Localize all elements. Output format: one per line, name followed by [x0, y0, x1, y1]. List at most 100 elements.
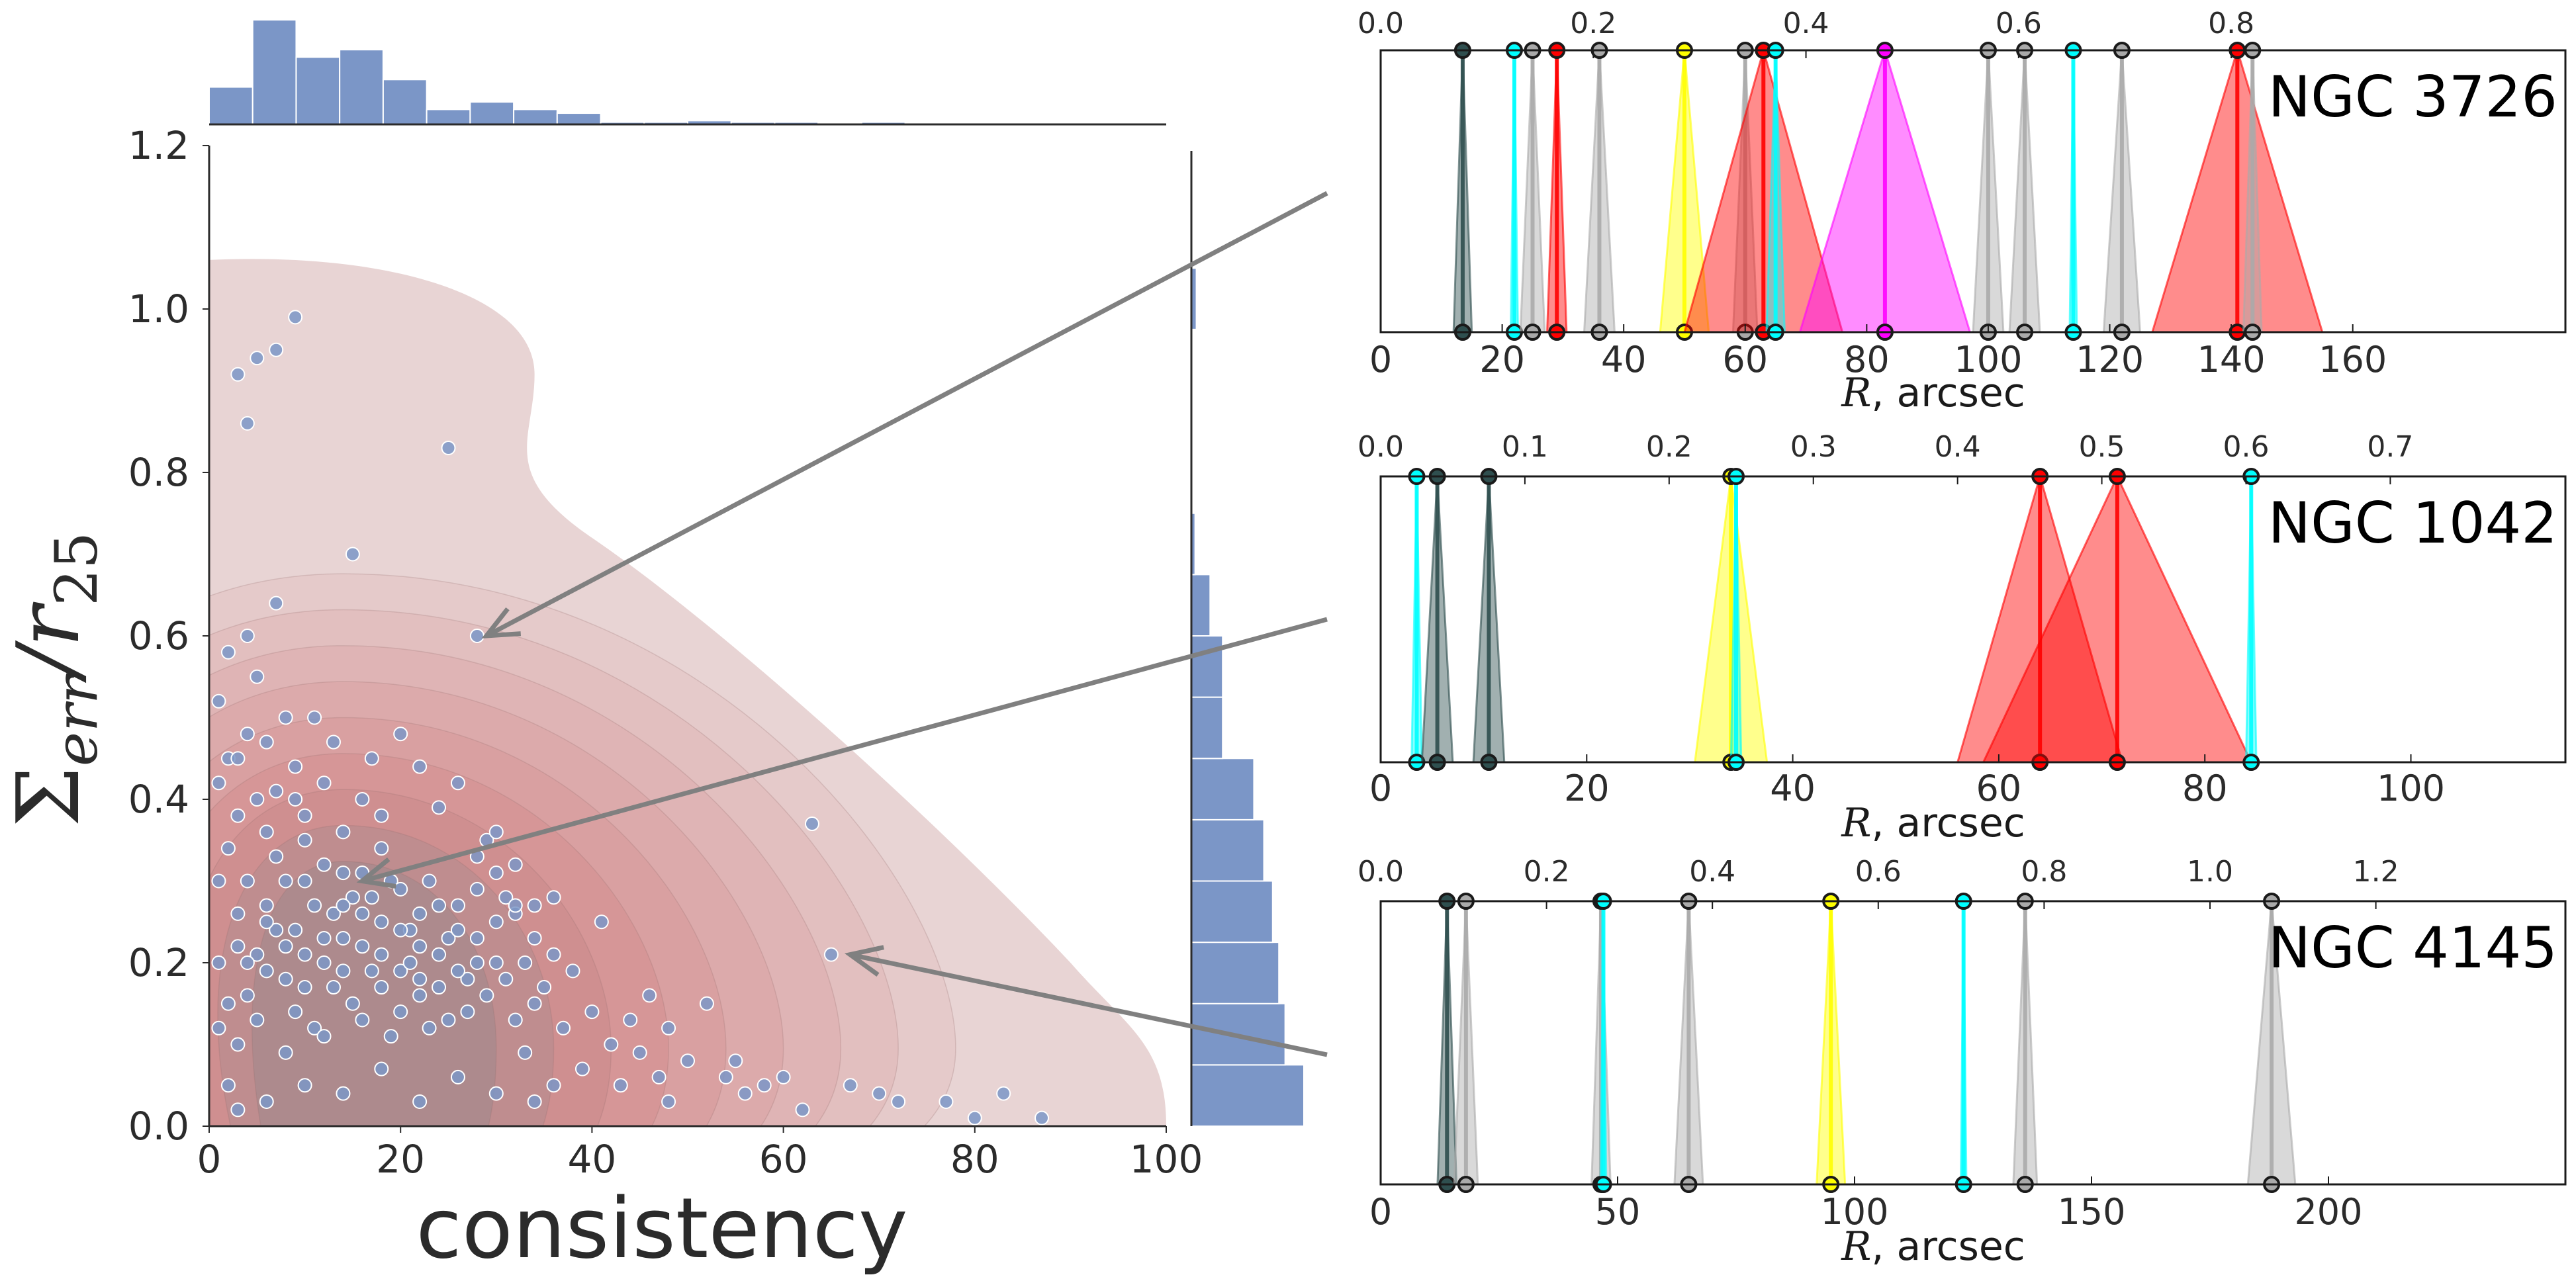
scatter-point	[259, 963, 274, 979]
scatter-point	[383, 1029, 398, 1044]
scatter-point	[250, 792, 265, 807]
scatter-point	[230, 939, 246, 954]
profile-feature	[1452, 42, 1473, 341]
scatter-point	[211, 775, 226, 791]
scatter-point	[661, 1020, 676, 1036]
panel-x-tick-label: 20	[1564, 768, 1610, 809]
scatter-point	[613, 1078, 628, 1093]
panel-frame	[1379, 475, 2567, 764]
scatter-point	[432, 947, 447, 962]
scatter-point	[795, 1102, 810, 1118]
scatter-point	[412, 906, 428, 921]
scatter-point	[230, 1102, 246, 1118]
profile-feature	[1972, 42, 2005, 341]
scatter-point	[488, 914, 504, 930]
panel-ngc3726: 0 20 40 60 80 100 120 140 160 0.0 0.2 0.4 0.6 0.8 NGC …	[1357, 7, 2567, 416]
right-histogram	[1190, 151, 1305, 1127]
profile-feature	[2012, 893, 2039, 1193]
joint-x-tick-label: 40	[567, 1137, 616, 1182]
scatter-point	[1035, 1110, 1050, 1126]
scatter-point	[326, 734, 341, 750]
panel-x-label-var: R	[1841, 800, 1871, 846]
panel-top-tick-label: 1.0	[2187, 855, 2233, 889]
scatter-point	[469, 955, 484, 970]
top-hist-bar	[556, 112, 602, 125]
scatter-point	[269, 783, 284, 799]
panel-x-tick-label: 60	[1976, 768, 2022, 809]
scatter-point	[737, 1086, 753, 1101]
profile-feature	[2064, 42, 2082, 341]
panel-x-tick-label: 150	[2057, 1191, 2125, 1233]
profile-feature	[1420, 468, 1454, 771]
joint-y-tick-label: 0.8	[128, 450, 189, 495]
scatter-point	[527, 930, 542, 946]
scatter-point	[996, 1086, 1011, 1101]
scatter-point	[240, 988, 255, 1003]
joint-x-tick-label: 0	[197, 1137, 222, 1182]
scatter-point	[432, 898, 447, 913]
scatter-point	[488, 955, 504, 970]
profile-feature	[1436, 893, 1458, 1193]
scatter-point	[336, 963, 351, 979]
scatter-point	[441, 1012, 456, 1028]
right-hist-bar	[1191, 880, 1273, 944]
panel-top-tick-label: 0.2	[1646, 430, 1692, 464]
scatter-point	[345, 547, 360, 562]
scatter-point	[939, 1094, 954, 1109]
scatter-point	[460, 1004, 475, 1020]
panel-top-tick-label: 0.8	[2208, 7, 2254, 40]
profile-feature	[1453, 893, 1479, 1193]
scatter-point	[230, 906, 246, 921]
panel-x-tick-label: 20	[1479, 339, 1525, 380]
scatter-point	[469, 629, 484, 643]
panel-top-tick-label: 0.3	[1790, 430, 1837, 464]
scatter-point	[240, 629, 255, 643]
scatter-point	[288, 759, 303, 774]
scatter-point	[316, 1029, 332, 1044]
panel-top-tick-label: 0.6	[2223, 430, 2269, 464]
scatter-point	[374, 1061, 389, 1077]
scatter-point	[518, 955, 533, 970]
scatter-point	[460, 971, 475, 987]
panel-top-tick-label: 0.8	[2021, 855, 2067, 889]
panel-x-tick-label: 100	[2377, 768, 2445, 809]
arrows	[356, 191, 1328, 1057]
panel-galaxy-label: NGC 1042	[2268, 490, 2557, 556]
scatter-point	[297, 873, 312, 889]
scatter-point	[374, 808, 389, 823]
panel-frame	[1379, 49, 2567, 333]
scatter-point	[336, 865, 351, 881]
scatter-point	[230, 1037, 246, 1052]
arrow-shaft	[849, 952, 1328, 1057]
scatter-point	[402, 955, 418, 970]
panel-x-tick-label: 0	[1369, 768, 1392, 809]
scatter-point	[393, 922, 408, 938]
scatter-point	[259, 914, 274, 930]
scatter-point	[518, 1045, 533, 1060]
panel-x-label-unit: , arcsec	[1871, 800, 2025, 846]
scatter-point	[469, 881, 484, 897]
scatter-point	[269, 849, 284, 864]
scatter-point	[211, 873, 226, 889]
scatter-point	[336, 930, 351, 946]
panel-x-tick-label: 0	[1369, 339, 1392, 380]
kde-contours	[209, 259, 1166, 1126]
scatter-point	[441, 930, 456, 946]
panel-x-tick-label: 100	[1820, 1191, 1888, 1233]
scatter-point	[316, 775, 332, 791]
panel-x-tick-label: 60	[1722, 339, 1768, 380]
profile-feature	[1673, 893, 1704, 1193]
right-hist-bar	[1191, 758, 1255, 820]
panel-x-tick-label: 40	[1770, 768, 1816, 809]
scatter-point	[776, 1069, 791, 1084]
scatter-point	[488, 824, 504, 840]
scatter-point	[220, 841, 236, 856]
scatter-point	[412, 939, 428, 954]
scatter-point	[651, 1069, 667, 1084]
scatter-point	[488, 865, 504, 881]
profile-feature	[1472, 468, 1506, 771]
scatter-point	[364, 751, 379, 766]
arrow-head	[356, 857, 396, 889]
panel-top-tick-label: 0.4	[1689, 855, 1735, 889]
